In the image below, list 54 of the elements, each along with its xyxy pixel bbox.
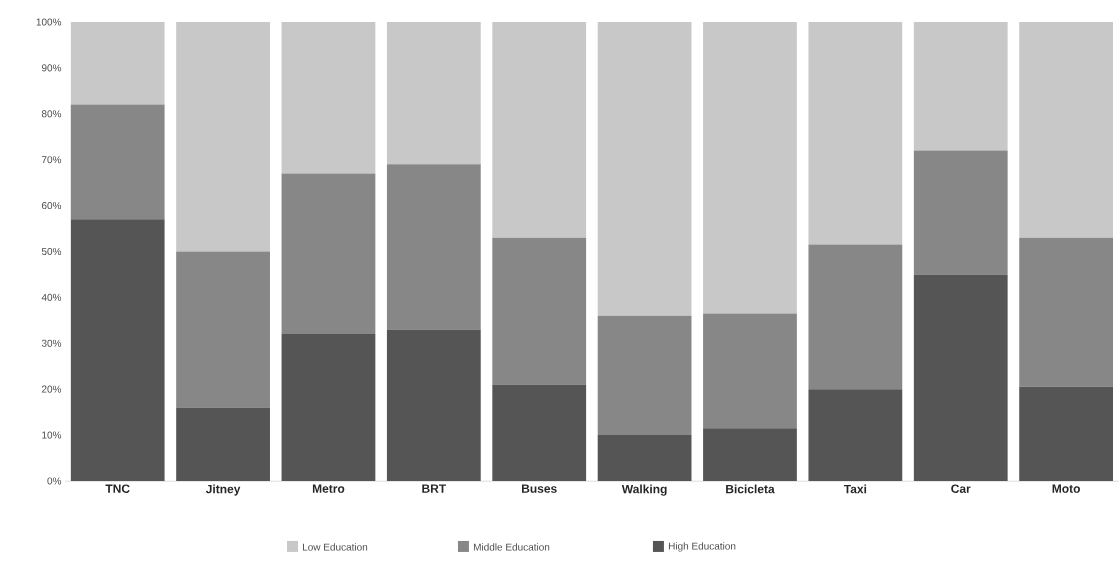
y-tick-label: 80% bbox=[41, 110, 62, 118]
x-tick-label: Taxi bbox=[843, 484, 867, 494]
bar bbox=[913, 22, 1008, 151]
bar bbox=[386, 22, 481, 165]
bar bbox=[808, 244, 903, 390]
bar bbox=[703, 313, 797, 429]
y-tick-label: 40% bbox=[41, 293, 62, 301]
bar bbox=[703, 428, 797, 481]
legend-label: High Education bbox=[668, 542, 736, 552]
bar bbox=[492, 384, 587, 481]
y-tick-label: 100% bbox=[36, 18, 62, 26]
bar bbox=[1019, 22, 1114, 238]
bar bbox=[1019, 386, 1114, 481]
bar bbox=[492, 237, 587, 385]
bar bbox=[703, 22, 797, 314]
x-tick-label: Buses bbox=[522, 484, 557, 493]
bar bbox=[913, 150, 1008, 275]
x-tick-label: Walking bbox=[621, 484, 667, 496]
bar bbox=[492, 22, 587, 238]
y-tick-label: 30% bbox=[41, 339, 62, 347]
bar bbox=[70, 104, 165, 220]
x-tick-label: Metro bbox=[312, 484, 345, 493]
bar bbox=[808, 389, 903, 481]
y-tick-label: 90% bbox=[41, 64, 62, 72]
bar bbox=[808, 22, 903, 245]
bar bbox=[386, 329, 481, 481]
legend-label: Middle Education bbox=[473, 543, 550, 551]
x-tick-label: BRT bbox=[422, 484, 447, 493]
bar bbox=[597, 435, 692, 481]
x-tick-label: TNC bbox=[105, 484, 130, 493]
y-tick-label: 60% bbox=[41, 202, 62, 210]
bar bbox=[597, 22, 692, 316]
bar bbox=[281, 22, 376, 174]
bar bbox=[176, 22, 270, 252]
y-tick-label: 50% bbox=[41, 247, 62, 256]
bar bbox=[70, 22, 165, 105]
bar bbox=[176, 407, 270, 481]
x-tick-label: Bicicleta bbox=[726, 484, 775, 494]
x-tick-label: Jitney bbox=[205, 484, 241, 496]
bar bbox=[176, 251, 270, 408]
bar bbox=[1019, 237, 1114, 387]
y-tick-label: 70% bbox=[41, 156, 62, 164]
bar bbox=[386, 164, 481, 330]
bar bbox=[281, 334, 376, 481]
bar bbox=[70, 219, 165, 481]
bar bbox=[597, 315, 692, 436]
y-tick-label: 10% bbox=[42, 431, 62, 439]
y-tick-label: 20% bbox=[41, 385, 62, 393]
x-tick-label: Moto bbox=[1052, 484, 1080, 493]
y-tick-label: 0% bbox=[47, 477, 62, 485]
bar bbox=[913, 274, 1008, 481]
legend-label: Low Education bbox=[302, 543, 368, 551]
bar bbox=[281, 173, 376, 335]
x-tick-label: Car bbox=[951, 484, 971, 493]
